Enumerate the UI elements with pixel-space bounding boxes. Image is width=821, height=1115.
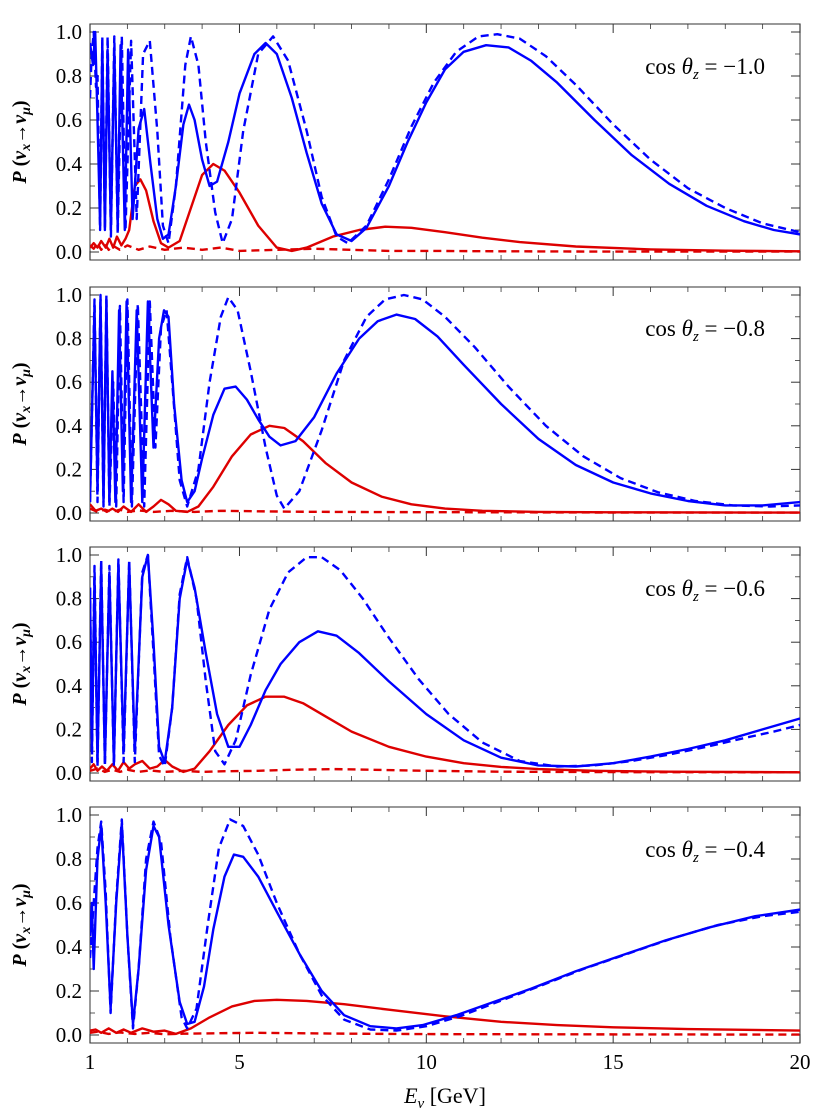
- y-tick-label: 0.8: [56, 327, 82, 351]
- y-axis-label: P (νx→νμ): [9, 362, 34, 446]
- y-axis-label: P (νx→νμ): [9, 622, 34, 706]
- y-tick-label: 1.0: [56, 803, 82, 827]
- panel-1: 0.0 0.2 0.4 0.6 0.8 1.0 P (νx→νμ) cos θz = −1.0: [9, 20, 801, 264]
- series-blue-dashed: [90, 293, 800, 510]
- series-red-dashed: [90, 507, 800, 514]
- series-red-dashed: [90, 767, 800, 774]
- y-tick-label: 0.4: [56, 935, 83, 959]
- series-red-solid: [90, 424, 800, 514]
- x-axis-label: Eν [GeV]: [403, 1083, 486, 1112]
- y-tick-label: 0.4: [56, 414, 83, 438]
- y-tick-label: 0.6: [56, 108, 82, 132]
- y-tick-label: 0.8: [56, 587, 82, 611]
- annotation: cos θz = −0.8: [645, 316, 765, 345]
- x-tick-label: 1: [85, 1050, 96, 1074]
- y-axis-label: P (νx→νμ): [9, 100, 34, 184]
- y-tick-label: 0.2: [56, 979, 82, 1003]
- x-tick-label: 20: [790, 1050, 811, 1074]
- y-tick-label: 0.6: [56, 891, 82, 915]
- series-blue-solid: [90, 298, 800, 507]
- y-tick-label: 1.0: [56, 20, 82, 44]
- annotation: cos θz = −1.0: [645, 54, 765, 83]
- series-red-dashed: [90, 242, 800, 253]
- plot-frame: [89, 546, 801, 782]
- y-tick-label: 0.0: [56, 1023, 82, 1047]
- series-blue-solid: [90, 30, 800, 243]
- annotation: cos θz = −0.6: [645, 576, 765, 605]
- y-tick-label: 0.0: [56, 761, 82, 785]
- x-tick-label: 10: [416, 1050, 437, 1074]
- y-tick-label: 0.8: [56, 847, 82, 871]
- y-tick-label: 1.0: [56, 543, 82, 567]
- y-tick-label: 0.2: [56, 717, 82, 741]
- series-blue-dashed: [90, 553, 800, 768]
- panel-2: 0.0 0.2 0.4 0.6 0.8 1.0 P (νx→νμ) cos θz = −0.8: [9, 283, 801, 525]
- series-red-solid: [90, 695, 800, 774]
- series-red-dashed: [90, 1030, 800, 1036]
- y-tick-label: 0.6: [56, 630, 82, 654]
- y-tick-label: 0.4: [56, 674, 83, 698]
- x-tick-label: 5: [234, 1050, 245, 1074]
- y-tick-label: 0.2: [56, 196, 82, 220]
- y-tick-label: 0.6: [56, 370, 82, 394]
- y-tick-label: 0.8: [56, 64, 82, 88]
- y-tick-label: 1.0: [56, 283, 82, 307]
- annotation: cos θz = −0.4: [645, 837, 765, 866]
- series-blue-solid: [90, 553, 800, 768]
- x-tick-label: 15: [603, 1050, 624, 1074]
- y-tick-label: 0.4: [56, 152, 83, 176]
- panel-3: 0.0 0.2 0.4 0.6 0.8 1.0 P (νx→νμ) cos θz = −0.6: [9, 543, 801, 785]
- series-blue-dashed: [90, 30, 800, 245]
- series-blue-solid: [90, 822, 800, 1030]
- series-red-solid: [90, 162, 800, 253]
- y-tick-label: 0.0: [56, 501, 82, 525]
- y-tick-label: 0.2: [56, 457, 82, 481]
- y-axis-label: P (νx→νμ): [9, 883, 34, 967]
- panel-4: 0.0 0.2 0.4 0.6 0.8 1.0 P (νx→νμ) cos θz = −0.4…: [9, 803, 811, 1112]
- y-tick-label: 0.0: [56, 240, 82, 264]
